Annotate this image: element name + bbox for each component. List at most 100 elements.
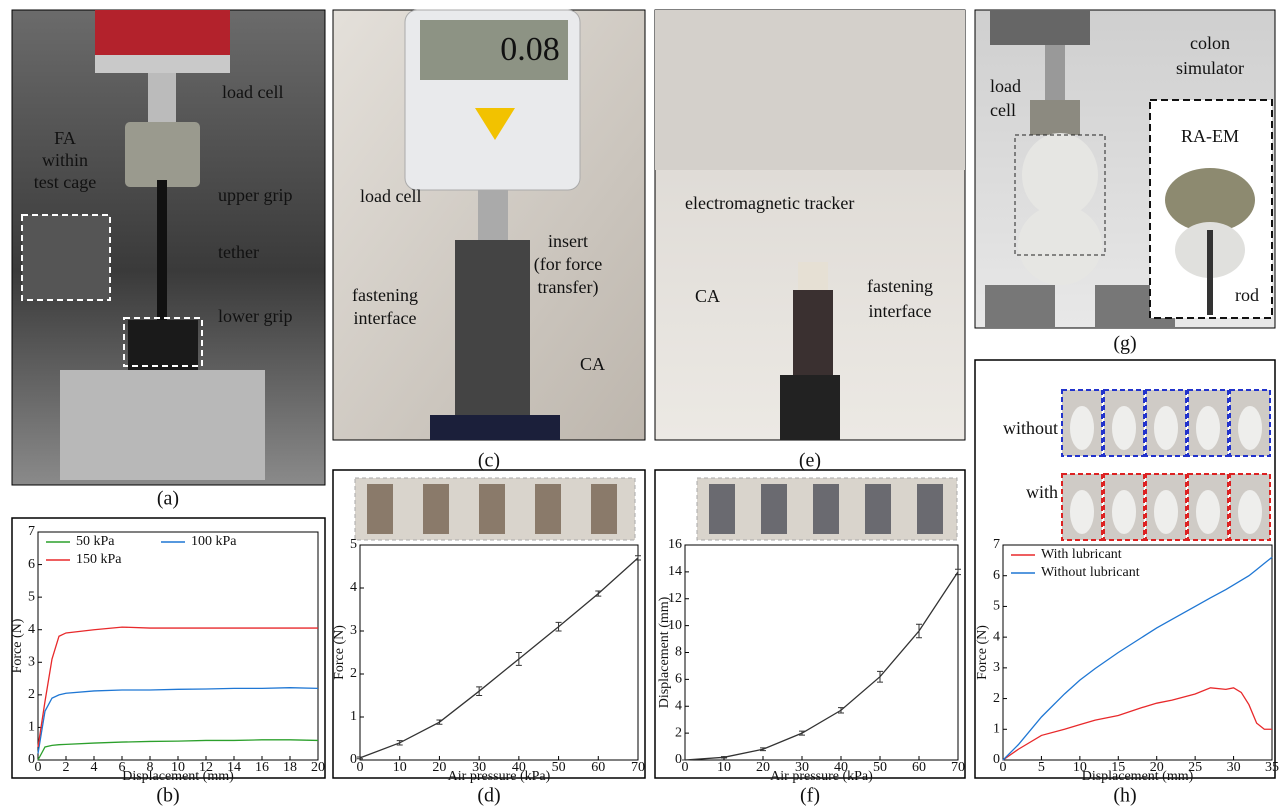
figure: load cell FA within test cage upper grip…	[0, 0, 1280, 808]
annotation: RA-EM	[1181, 126, 1239, 146]
annotation: cell	[990, 100, 1016, 120]
panel-caption: (g)	[1113, 333, 1136, 355]
y-tick-label: 2	[350, 666, 357, 681]
x-tick-label: 50	[552, 760, 566, 775]
thumb	[761, 484, 787, 534]
y-tick-label: 2	[28, 687, 35, 702]
annotation: rod	[1235, 285, 1259, 305]
x-tick-label: 4	[91, 760, 98, 775]
panel-caption: (c)	[478, 450, 500, 472]
thumb-shape	[1238, 406, 1262, 450]
annotation: tether	[218, 242, 259, 262]
thumb-shape	[1154, 490, 1178, 534]
panel-caption: (f)	[800, 785, 820, 807]
thumb-shape	[1112, 490, 1136, 534]
y-tick-label: 1	[993, 722, 1000, 737]
thumb	[865, 484, 891, 534]
annotation: (for force	[534, 254, 602, 275]
annotation: upper grip	[218, 185, 292, 205]
y-tick-label: 5	[993, 599, 1000, 614]
thumb-shape	[1196, 406, 1220, 450]
x-tick-label: 0	[682, 760, 689, 775]
annotation: interface	[354, 308, 417, 328]
x-tick-label: 50	[873, 760, 887, 775]
y-tick-label: 1	[28, 720, 35, 735]
panel-caption: (e)	[799, 450, 821, 472]
x-tick-label: 0	[35, 760, 42, 775]
annotation: fastening	[867, 276, 933, 296]
thumb	[917, 484, 943, 534]
y-tick-label: 4	[993, 629, 1000, 644]
y-axis-label: Force (N)	[10, 618, 25, 673]
thumb	[591, 484, 617, 534]
row-label: with	[1026, 482, 1058, 502]
legend-label: 100 kPa	[191, 534, 237, 549]
annotation: lower grip	[218, 306, 292, 326]
x-tick-label: 0	[357, 760, 364, 775]
y-tick-label: 7	[993, 537, 1000, 552]
legend-label: Without lubricant	[1041, 565, 1140, 580]
annotation: test cage	[34, 172, 96, 192]
thumb	[813, 484, 839, 534]
x-tick-label: 18	[283, 760, 297, 775]
annotation: load cell	[360, 186, 421, 206]
annotation: load cell	[222, 82, 283, 102]
y-tick-label: 4	[675, 698, 682, 713]
y-tick-label: 2	[993, 691, 1000, 706]
annotation: simulator	[1176, 58, 1244, 78]
photo-e	[655, 10, 965, 440]
x-tick-label: 5	[1038, 760, 1045, 775]
annotation: within	[42, 150, 88, 170]
annotation: CA	[695, 286, 720, 306]
x-tick-label: 70	[631, 760, 645, 775]
y-tick-label: 3	[28, 655, 35, 670]
x-tick-label: 35	[1265, 760, 1279, 775]
y-tick-label: 7	[28, 524, 35, 539]
x-tick-label: 20	[432, 760, 446, 775]
legend-label: 150 kPa	[76, 552, 122, 567]
x-tick-label: 16	[255, 760, 269, 775]
lcd-decoration: 0.08	[500, 31, 560, 68]
y-tick-label: 14	[668, 564, 682, 579]
x-axis-label: Air pressure (kPa)	[448, 769, 551, 784]
annotation: electromagnetic tracker	[685, 193, 854, 213]
y-tick-label: 4	[28, 622, 35, 637]
annotation: FA	[54, 128, 76, 148]
thumb-shape	[1112, 406, 1136, 450]
row-label: without	[1003, 418, 1058, 438]
legend-label: 50 kPa	[76, 534, 115, 549]
x-tick-label: 20	[756, 760, 770, 775]
y-tick-label: 4	[350, 580, 357, 595]
y-tick-label: 5	[28, 589, 35, 604]
x-tick-label: 10	[393, 760, 407, 775]
y-tick-label: 5	[350, 537, 357, 552]
thumb-shape	[1070, 406, 1094, 450]
thumb	[479, 484, 505, 534]
page: {"figure": {"panels": [ {"caption": "(a)…	[0, 0, 1280, 808]
annotation: transfer)	[538, 277, 599, 298]
panel-caption: (h)	[1113, 785, 1136, 807]
thumb-shape	[1070, 490, 1094, 534]
y-tick-label: 2	[675, 725, 682, 740]
x-tick-label: 60	[912, 760, 926, 775]
panel-caption: (b)	[156, 785, 179, 807]
y-tick-label: 6	[993, 568, 1000, 583]
y-tick-label: 3	[350, 623, 357, 638]
x-tick-label: 20	[311, 760, 325, 775]
y-tick-label: 6	[28, 557, 35, 572]
plot-frame	[685, 545, 958, 760]
panel-caption: (a)	[157, 488, 179, 510]
plot-frame	[360, 545, 638, 760]
x-axis-label: Displacement (mm)	[1082, 769, 1194, 784]
x-tick-label: 2	[63, 760, 70, 775]
y-tick-label: 8	[675, 645, 682, 660]
x-tick-label: 0	[1000, 760, 1007, 775]
y-axis-label: Force (N)	[975, 625, 990, 680]
annotation: colon	[1190, 33, 1230, 53]
thumb-shape	[1154, 406, 1178, 450]
thumb	[709, 484, 735, 534]
annotation: insert	[548, 231, 588, 251]
y-axis-label: Displacement (mm)	[657, 596, 672, 708]
y-tick-label: 1	[350, 709, 357, 724]
annotation: CA	[580, 354, 605, 374]
